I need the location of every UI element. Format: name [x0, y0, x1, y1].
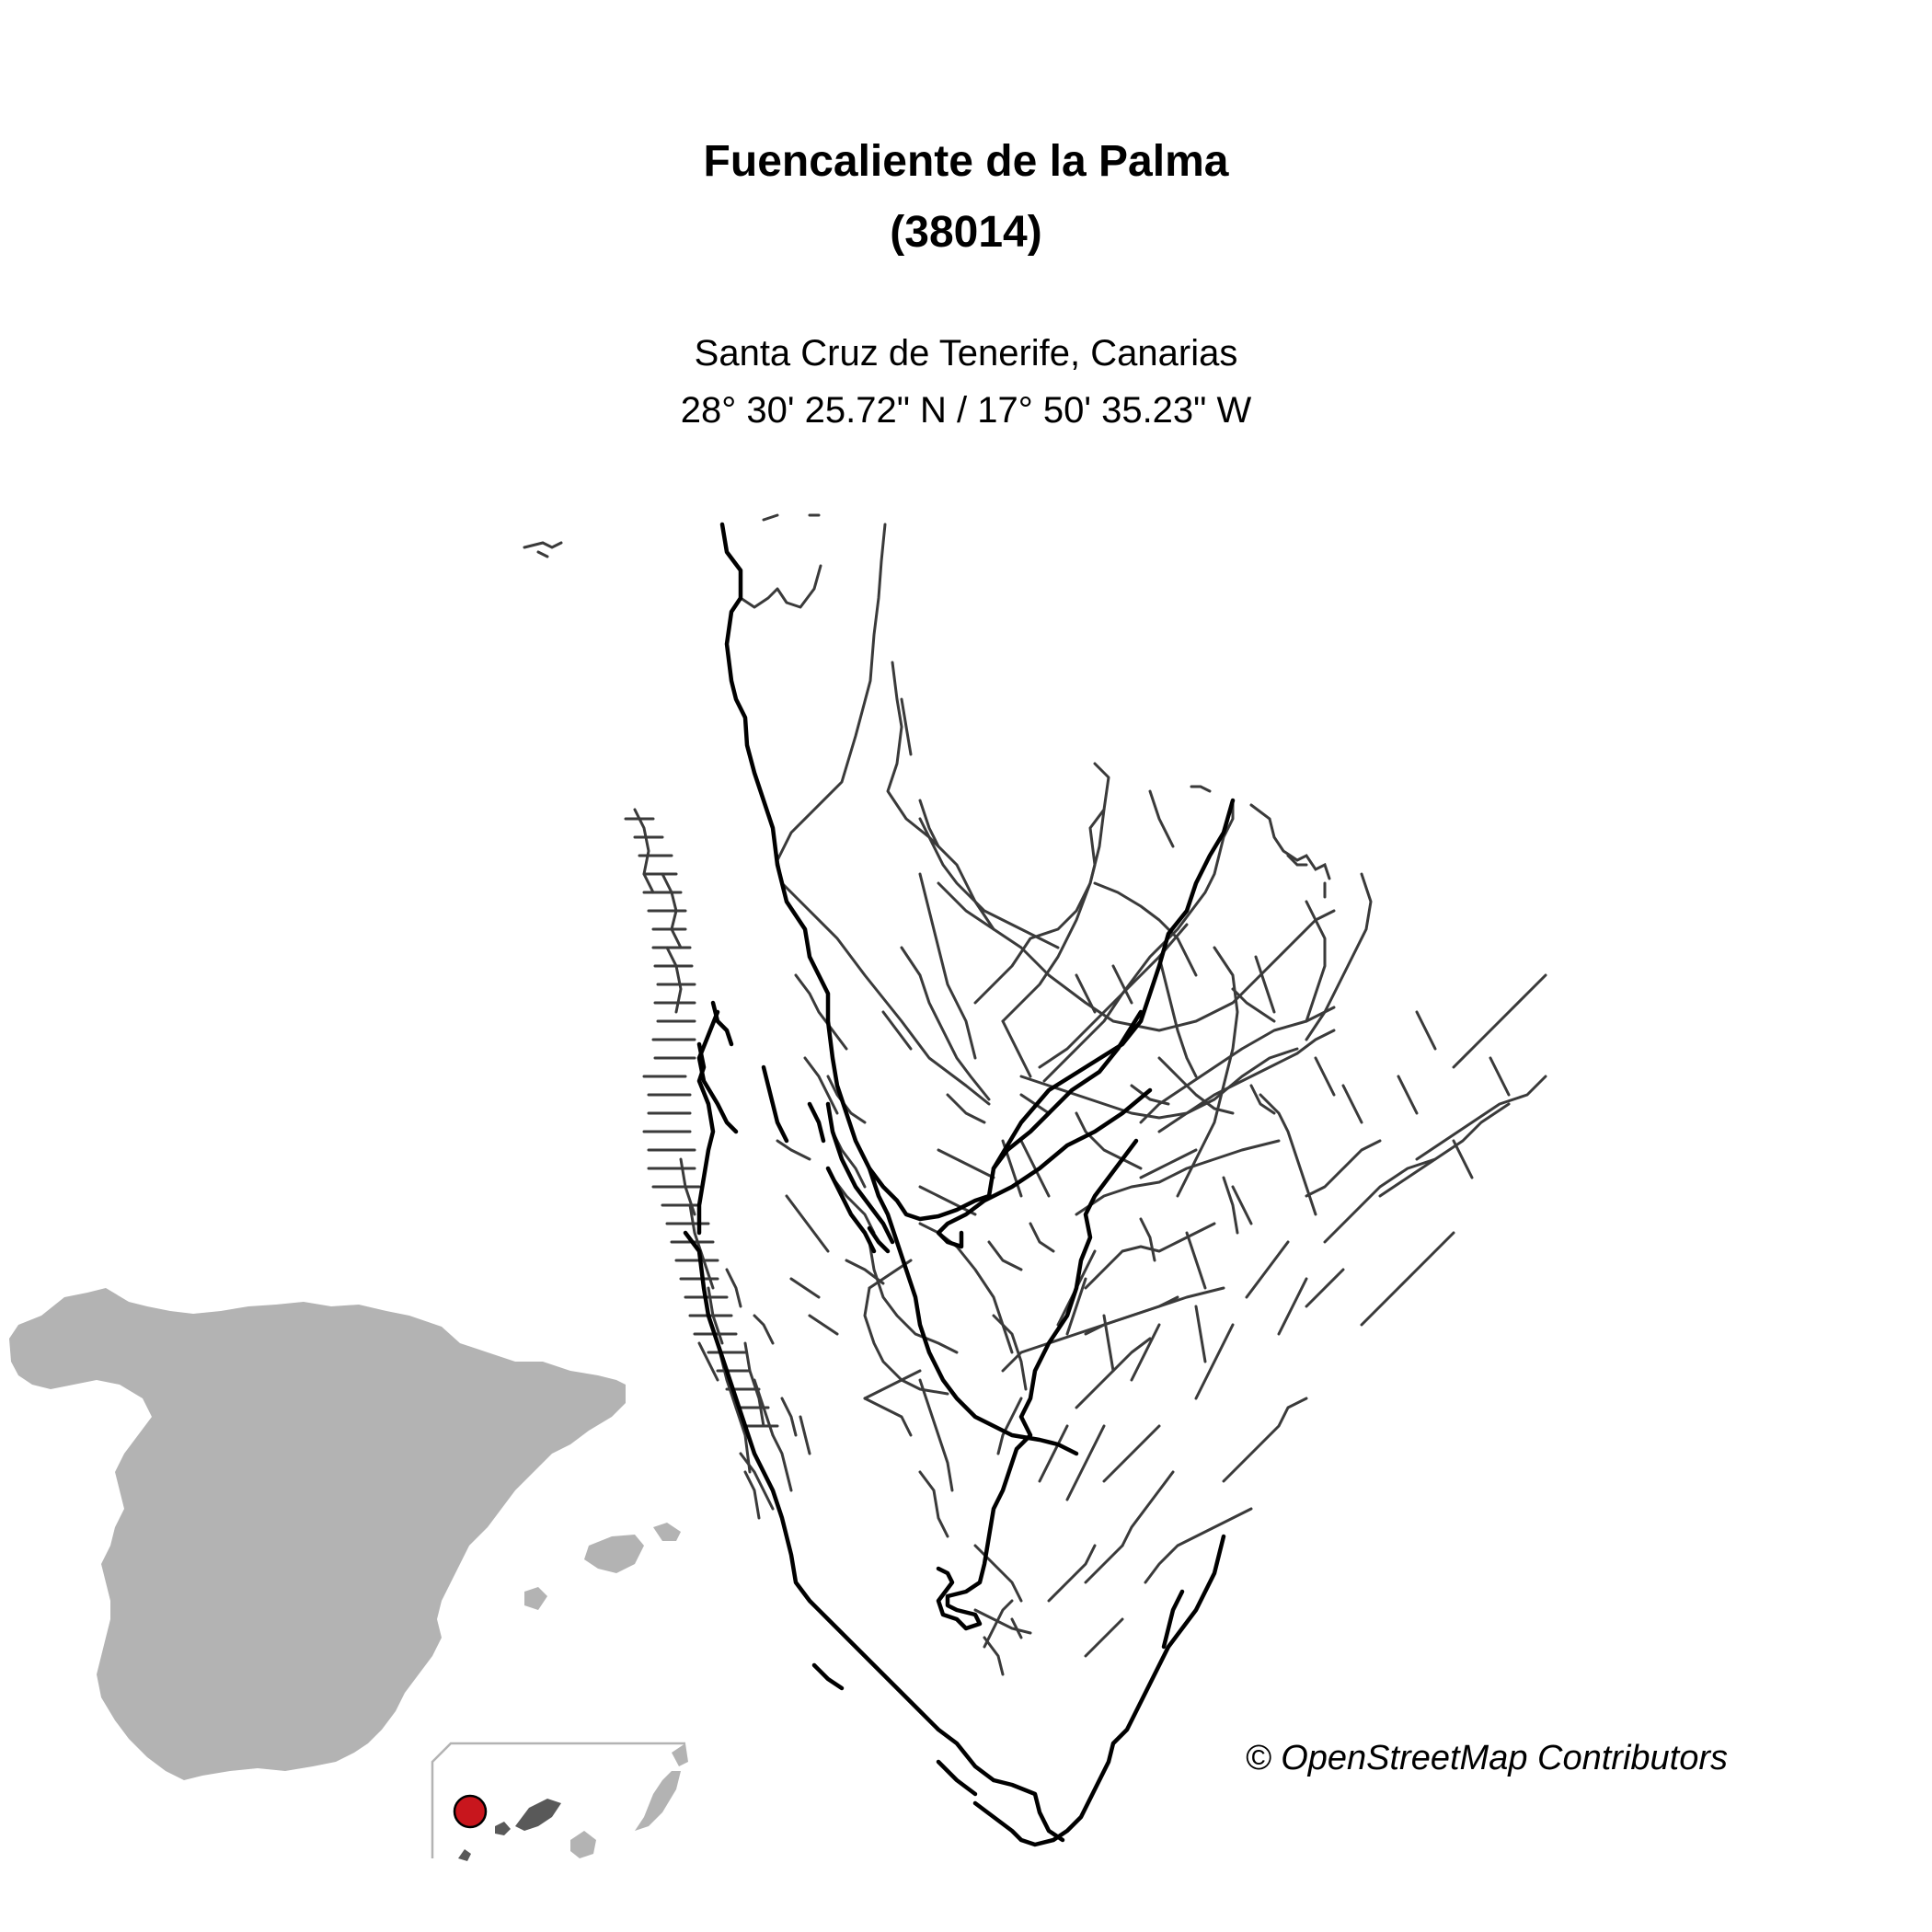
iberian-peninsula	[9, 1288, 626, 1780]
major-roads	[683, 522, 1236, 1847]
attribution-text: © OpenStreetMap Contributors	[1245, 1739, 1728, 1777]
location-marker-icon	[453, 1794, 488, 1829]
map-code: (38014)	[890, 208, 1042, 257]
map-title: Fuencaliente de la Palma	[703, 137, 1229, 186]
map-coordinates: 28° 30' 25.72" N / 17° 50' 35.23" W	[680, 390, 1252, 431]
map-region: Santa Cruz de Tenerife, Canarias	[694, 333, 1238, 374]
canary-gran-canaria	[570, 1831, 596, 1858]
menorca-island	[653, 1523, 681, 1541]
canary-gomera	[495, 1822, 511, 1835]
spain-inset	[9, 1288, 688, 1861]
ibiza-island	[524, 1587, 547, 1610]
south-coast-roads	[973, 1544, 1097, 1676]
minor-roads	[730, 523, 1547, 1658]
canary-tenerife	[515, 1799, 561, 1831]
coastal-spur-roads	[624, 817, 811, 1520]
northeast-fragments	[1249, 803, 1331, 899]
inset-frame	[431, 1742, 685, 1858]
canary-hierro	[458, 1849, 471, 1861]
northwest-fragments	[523, 513, 1212, 1014]
canary-lanzarote	[672, 1743, 688, 1766]
mallorca-island	[584, 1535, 644, 1573]
canary-fuerteventura	[635, 1771, 681, 1831]
